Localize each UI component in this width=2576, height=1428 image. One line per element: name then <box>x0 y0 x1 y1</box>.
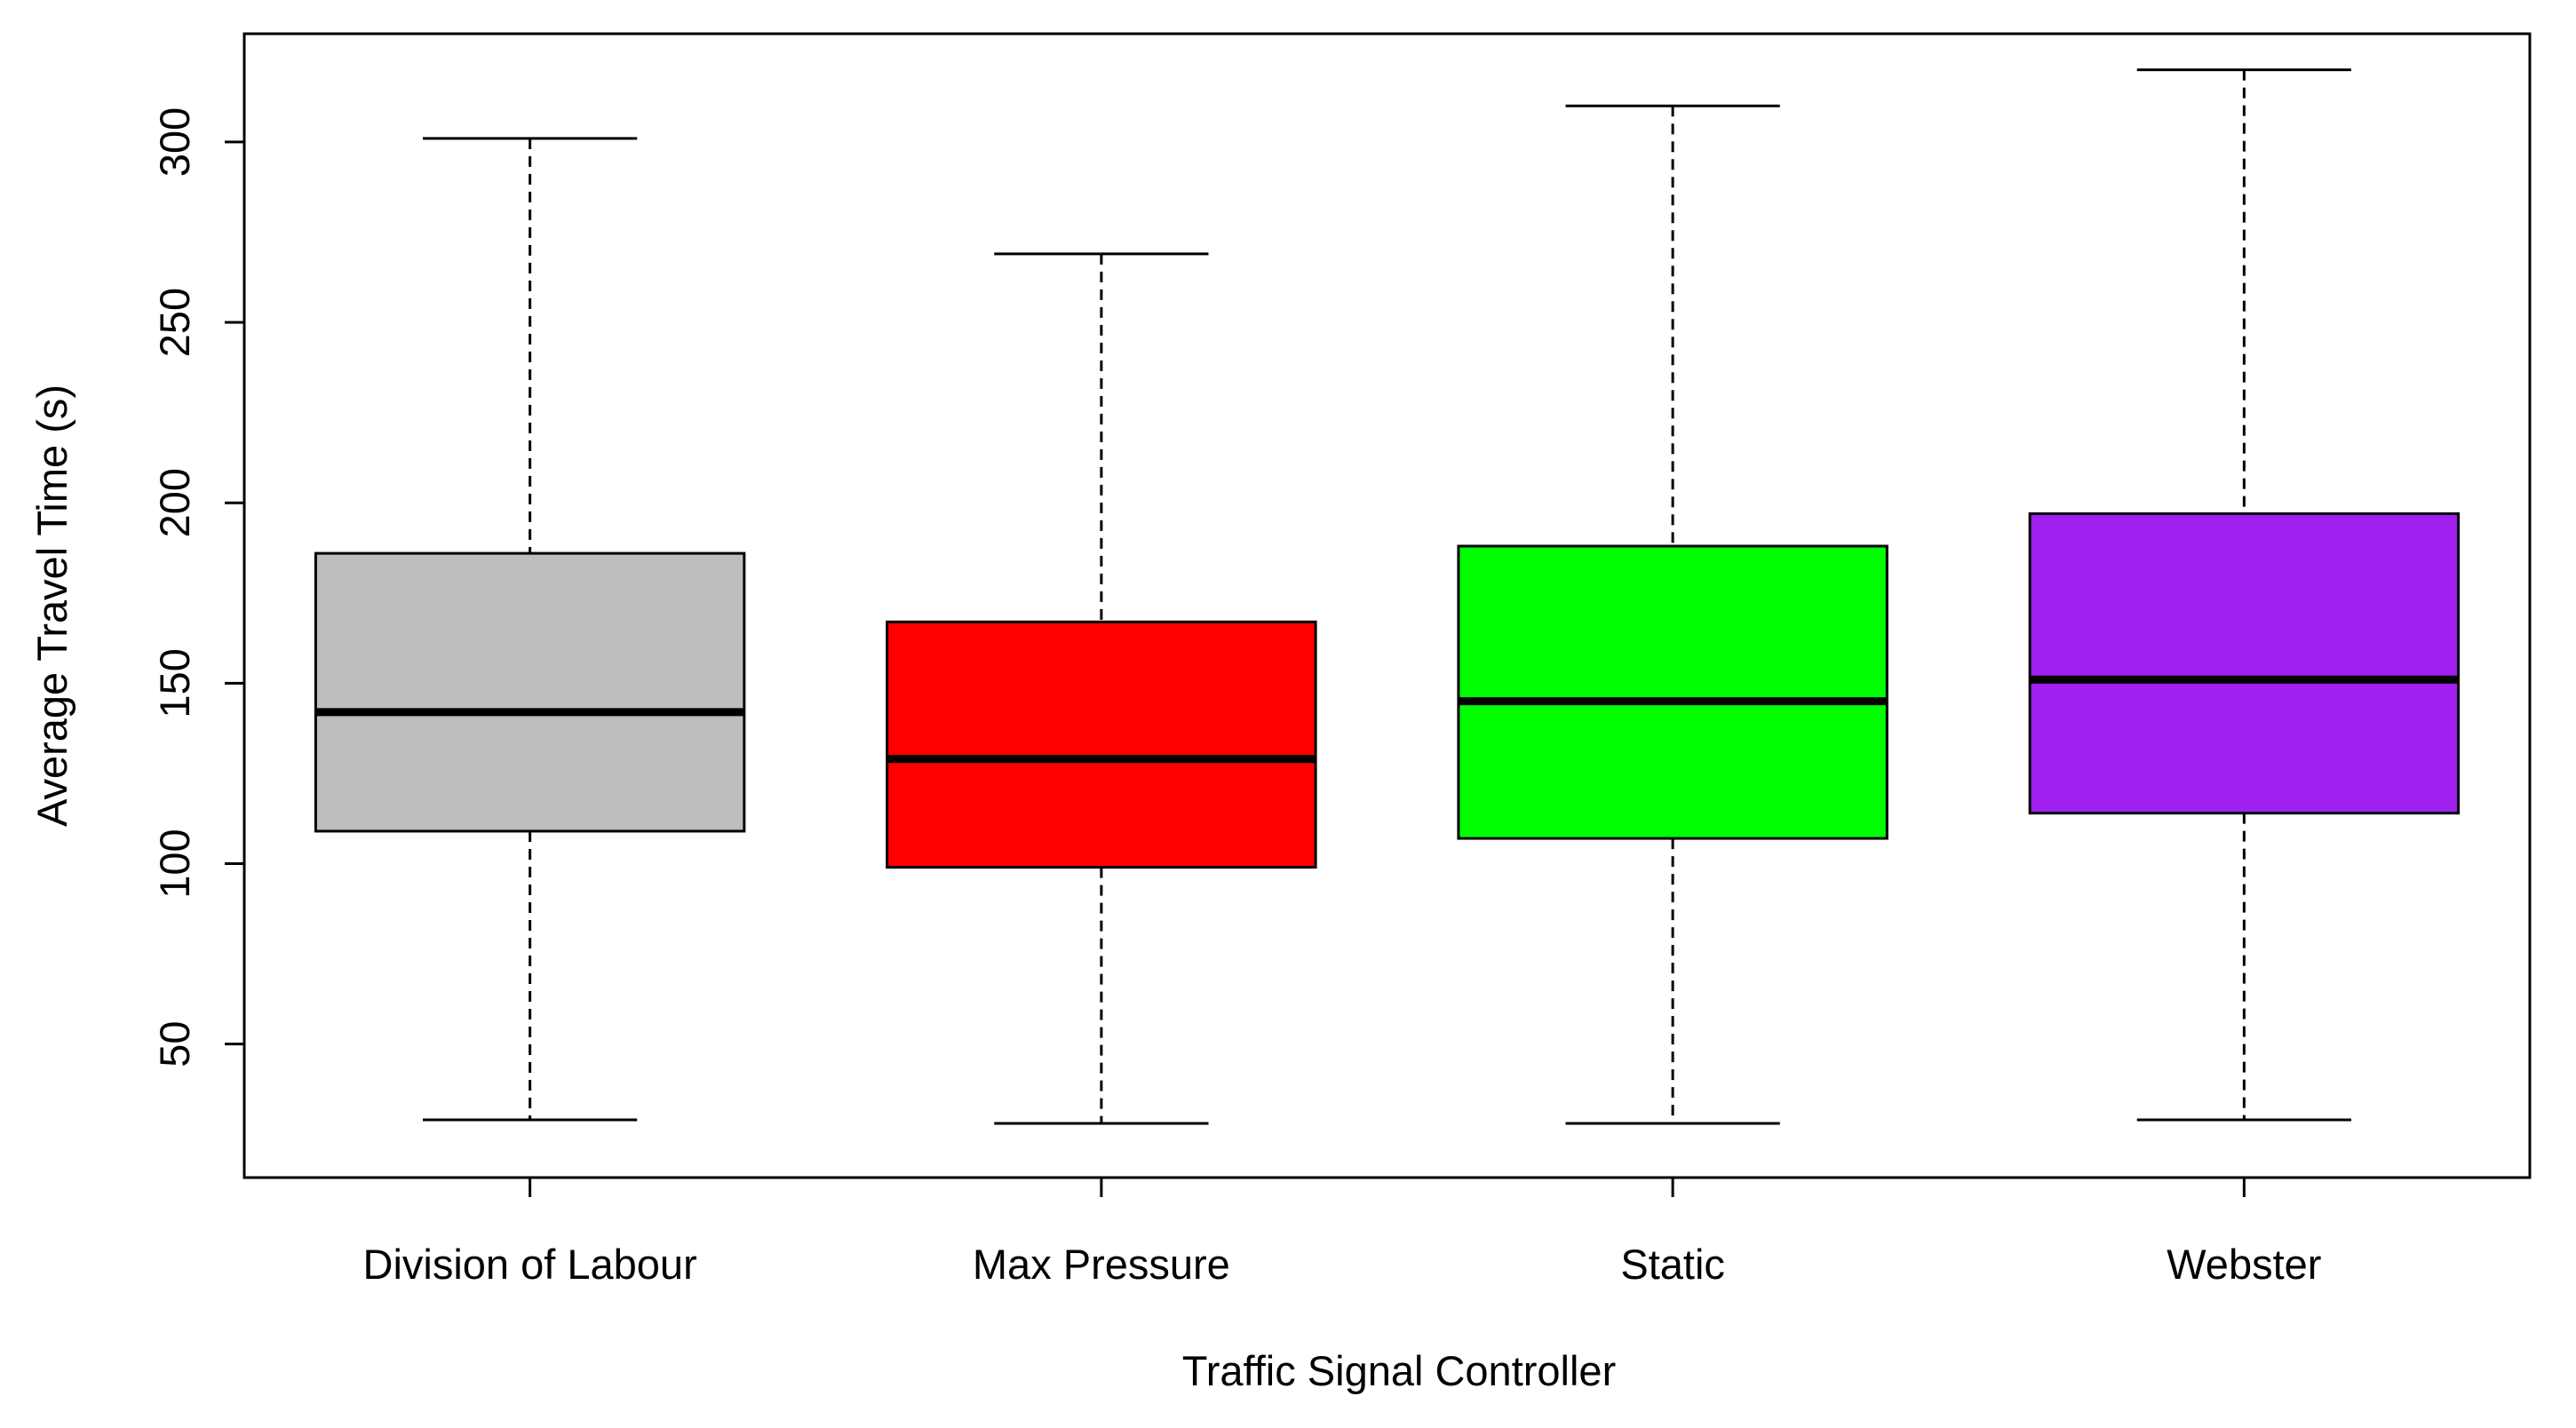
box-iqr <box>1457 544 1888 840</box>
box-iqr <box>886 620 1317 869</box>
y-tick-label: 50 <box>151 1021 198 1067</box>
box-group <box>1457 104 1888 1125</box>
x-axis-title: Traffic Signal Controller <box>1182 1347 1616 1394</box>
x-tick-label: Division of Labour <box>363 1241 697 1288</box>
y-tick-label: 300 <box>151 107 198 177</box>
x-axis: Division of Labour Max Pressure Static Webs… <box>363 1178 2321 1288</box>
y-tick-label: 100 <box>151 829 198 898</box>
box-iqr <box>2028 512 2461 815</box>
box-group <box>2028 68 2461 1122</box>
x-tick-label: Static <box>1620 1241 1725 1288</box>
box-group <box>314 137 746 1122</box>
box-group <box>886 252 1317 1125</box>
box-series <box>314 68 2461 1125</box>
y-tick-label: 200 <box>151 468 198 537</box>
y-axis: 50 100 150 200 250 300 <box>151 107 246 1067</box>
y-axis-title: Average Travel Time (s) <box>28 385 76 827</box>
x-tick-label: Max Pressure <box>973 1241 1230 1288</box>
y-tick-label: 150 <box>151 648 198 718</box>
x-tick-label: Webster <box>2167 1241 2321 1288</box>
y-tick-label: 250 <box>151 288 198 357</box>
box-iqr <box>314 551 746 833</box>
